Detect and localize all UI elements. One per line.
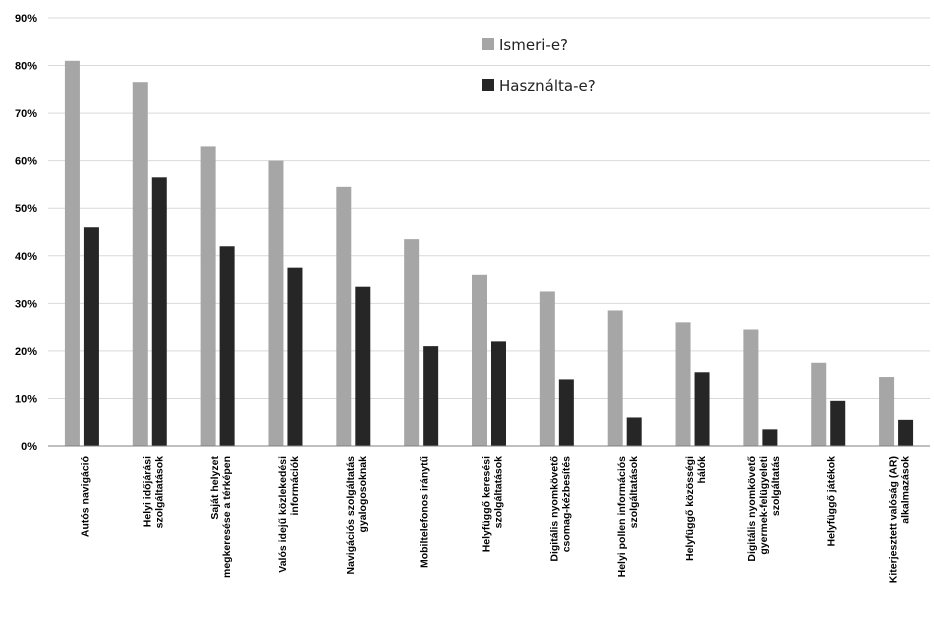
bar-hasznalta <box>83 227 99 446</box>
bar-hasznalta <box>830 400 846 446</box>
legend-label: Ismeri-e? <box>499 36 568 54</box>
x-category-label: Helyfüggő közösségihálók <box>684 456 708 561</box>
gridlines <box>48 17 930 399</box>
bar-hasznalta <box>898 419 914 446</box>
bar-ismeri <box>64 60 80 447</box>
y-tick-label: 50% <box>15 203 37 215</box>
bar-ismeri <box>675 322 691 446</box>
bar-ismeri <box>607 310 623 446</box>
y-tick-label: 10% <box>15 393 37 405</box>
bar-hasznalta <box>355 286 371 446</box>
bar-ismeri <box>336 186 352 447</box>
bar-ismeri <box>472 274 487 446</box>
x-category-label: Valós idejű közlekedésiinformációk <box>277 456 301 573</box>
y-tick-label: 90% <box>15 13 37 25</box>
bar-hasznalta <box>287 267 303 446</box>
bar-ismeri <box>404 239 420 446</box>
bar-hasznalta <box>626 417 642 446</box>
x-axis-category-labels: Autós navigáció Helyi időjárásiszolgáltat… <box>79 456 911 584</box>
y-tick-label: 0% <box>21 441 37 453</box>
x-category-label: Helyi pollen információsszolgáltatások <box>616 456 640 578</box>
bar-ismeri <box>132 82 148 446</box>
legend-swatch <box>482 79 494 91</box>
y-tick-label: 30% <box>15 298 37 310</box>
x-category-label: Navigációs szolgáltatásgyalogosoknak <box>345 456 369 575</box>
bar-ismeri <box>879 377 895 446</box>
bar-ismeri <box>268 160 284 446</box>
legend-label: Használta-e? <box>499 77 596 95</box>
y-axis-tick-labels: 0% 10% 20% 30% 40% 50% 60% 70% 80% 90% <box>15 13 37 453</box>
y-tick-label: 40% <box>15 251 37 263</box>
bar-hasznalta <box>694 372 710 446</box>
bar-hasznalta <box>219 246 235 446</box>
x-category-label: Saját helyzetmegkeresése a térképen <box>209 456 233 578</box>
legend-swatch <box>482 38 494 50</box>
x-category-label: Helyfüggő keresésiszolgáltatások <box>481 456 505 552</box>
x-category-label: Helyi időjárásiszolgáltatások <box>141 456 165 529</box>
bar-hasznalta <box>151 177 167 447</box>
bar-hasznalta <box>762 429 778 446</box>
y-tick-label: 70% <box>15 108 37 120</box>
bar-hasznalta <box>491 341 506 446</box>
bar-hasznalta <box>423 346 439 446</box>
bar-ismeri <box>539 291 555 446</box>
x-category-label: Autós navigáció <box>79 456 91 537</box>
x-category-label: Helyfüggő játékok <box>826 456 838 547</box>
x-category-label: Kiterjesztett valóság (AR)alkalmazások <box>888 456 912 583</box>
bar-ismeri <box>200 146 216 446</box>
bar-hasznalta <box>558 379 574 446</box>
y-tick-label: 80% <box>15 61 37 73</box>
x-category-label: Digitális nyomkövetőgyermek-felügyeletis… <box>746 456 782 562</box>
x-category-label: Digitális nyomkövetőcsomag-kézbesítés <box>548 456 572 562</box>
bar-ismeri <box>811 362 827 446</box>
legend: Ismeri-e? Használta-e? <box>482 36 596 95</box>
x-category-label: Mobiltelefonos iránytű <box>419 456 431 568</box>
y-tick-label: 60% <box>15 156 37 168</box>
bar-ismeri <box>743 329 759 446</box>
bars <box>64 60 914 447</box>
y-tick-label: 20% <box>15 346 37 358</box>
